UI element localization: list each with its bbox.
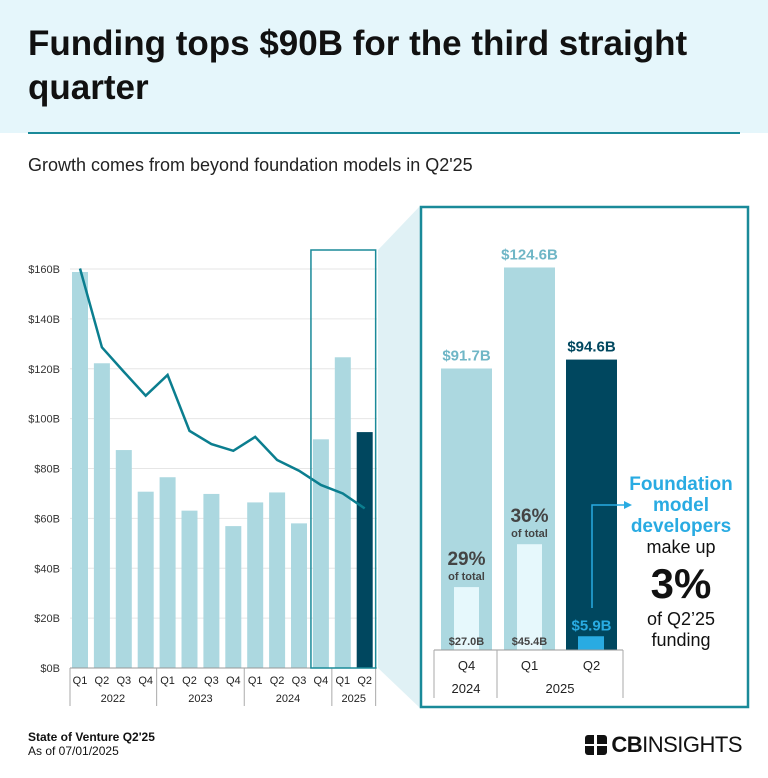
panel-value-label: $91.7B bbox=[442, 347, 491, 364]
zoom-highlight-box bbox=[310, 249, 377, 669]
x-tick-label: Q3 bbox=[292, 675, 307, 687]
foundation-value-label: $27.0B bbox=[449, 636, 485, 648]
callout-text: of Q2’25 bbox=[647, 609, 715, 629]
bar bbox=[291, 523, 307, 668]
foundation-value-label: $45.4B bbox=[512, 636, 548, 648]
x-tick-label: Q1 bbox=[73, 675, 88, 687]
callout-highlight: model bbox=[653, 495, 709, 516]
y-tick-label: $20B bbox=[34, 613, 60, 625]
trend-line bbox=[78, 268, 366, 510]
bar bbox=[115, 450, 132, 668]
cb-logo-icon bbox=[585, 735, 608, 755]
x-year-label: 2025 bbox=[342, 693, 366, 705]
panel-x-tick-label: Q2 bbox=[583, 658, 600, 673]
bar bbox=[225, 526, 242, 668]
bar bbox=[247, 502, 264, 668]
panel-x-tick-label: Q4 bbox=[458, 658, 475, 673]
panel-year-label: 2025 bbox=[546, 681, 575, 696]
panel-x-tick-label: Q1 bbox=[521, 658, 538, 673]
y-tick-label: $140B bbox=[28, 314, 60, 326]
bar bbox=[137, 491, 154, 668]
bar bbox=[72, 271, 88, 668]
cb-insights-logo: CB INSIGHTS bbox=[585, 732, 742, 758]
zoom-connector bbox=[378, 206, 420, 708]
y-tick-label: $160B bbox=[28, 264, 60, 276]
bar bbox=[159, 477, 176, 668]
x-tick-label: Q1 bbox=[160, 675, 175, 687]
panel-value-label: $94.6B bbox=[567, 339, 616, 356]
x-tick-label: Q1 bbox=[335, 675, 350, 687]
share-caption: of total bbox=[448, 571, 485, 583]
callout-arrow-line bbox=[591, 504, 626, 608]
panel-value-label: $124.6B bbox=[501, 246, 558, 263]
bar bbox=[93, 363, 110, 668]
logo-cb: CB bbox=[611, 732, 643, 757]
x-tick-label: Q2 bbox=[357, 675, 372, 687]
callout-highlight: Foundation bbox=[629, 474, 732, 495]
share-label: 29% bbox=[447, 549, 485, 570]
x-tick-label: Q2 bbox=[95, 675, 110, 687]
x-year-label: 2022 bbox=[101, 693, 125, 705]
y-tick-label: $80B bbox=[34, 464, 60, 476]
x-year-label: 2024 bbox=[276, 693, 300, 705]
header-divider bbox=[28, 132, 740, 134]
page-subtitle: Growth comes from beyond foundation mode… bbox=[28, 155, 473, 175]
bar bbox=[334, 357, 351, 668]
bar bbox=[356, 432, 373, 668]
y-tick-label: $120B bbox=[28, 364, 60, 376]
y-tick-label: $0B bbox=[40, 663, 60, 675]
header-band bbox=[0, 0, 768, 133]
y-tick-label: $100B bbox=[28, 414, 60, 426]
callout-text: funding bbox=[651, 630, 710, 650]
share-label: 36% bbox=[510, 506, 548, 527]
arrow-right-icon bbox=[624, 501, 632, 509]
share-caption: of total bbox=[511, 528, 548, 540]
callout-highlight: developers bbox=[631, 516, 731, 537]
foundation-bar bbox=[517, 544, 542, 650]
footer-date: As of 07/01/2025 bbox=[28, 744, 119, 758]
foundation-bar bbox=[578, 636, 604, 650]
foundation-value-label: $5.9B bbox=[571, 617, 611, 634]
x-tick-label: Q1 bbox=[248, 675, 263, 687]
x-year-label: 2023 bbox=[188, 693, 212, 705]
footer-source: State of Venture Q2'25 bbox=[28, 730, 155, 744]
x-tick-label: Q3 bbox=[204, 675, 219, 687]
bar bbox=[181, 510, 198, 668]
x-tick-label: Q2 bbox=[182, 675, 197, 687]
logo-insights: INSIGHTS bbox=[642, 732, 742, 757]
x-tick-label: Q4 bbox=[314, 675, 329, 687]
callout-text: make up bbox=[646, 537, 715, 557]
foundation-bar bbox=[454, 587, 479, 650]
bar bbox=[203, 493, 220, 668]
x-tick-label: Q2 bbox=[270, 675, 285, 687]
x-tick-label: Q4 bbox=[138, 675, 153, 687]
page-title: Funding tops $90B for the third straight… bbox=[28, 24, 688, 107]
y-tick-label: $40B bbox=[34, 563, 60, 575]
x-tick-label: Q4 bbox=[226, 675, 241, 687]
x-tick-label: Q3 bbox=[116, 675, 131, 687]
bar bbox=[312, 439, 329, 668]
callout-big-percent: 3% bbox=[651, 560, 712, 607]
panel-year-label: 2024 bbox=[452, 681, 481, 696]
y-tick-label: $60B bbox=[34, 513, 60, 525]
bar bbox=[269, 492, 286, 668]
